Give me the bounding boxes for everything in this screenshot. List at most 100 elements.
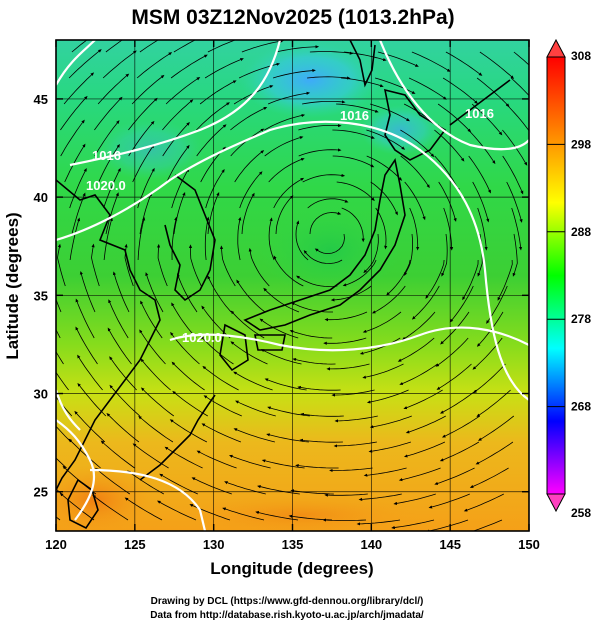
streamline	[334, 415, 378, 423]
streamline	[463, 493, 504, 512]
streamline	[173, 40, 196, 53]
streamline	[377, 51, 419, 67]
streamline	[239, 171, 263, 209]
streamline	[476, 77, 510, 108]
streamline	[71, 192, 86, 235]
streamline	[109, 356, 137, 391]
streamline	[468, 129, 496, 165]
streamline	[77, 354, 103, 391]
streamline	[478, 415, 515, 441]
x-tick-label: 120	[45, 537, 67, 552]
streamline	[442, 77, 478, 104]
streamline	[341, 207, 365, 243]
x-tick-label: 150	[518, 537, 540, 552]
streamline	[363, 233, 379, 274]
streamline	[264, 113, 306, 131]
streamline	[479, 51, 515, 79]
streamline	[173, 192, 186, 235]
streamline	[366, 389, 409, 404]
x-axis-label: Longitude (degrees)	[210, 559, 373, 578]
streamline	[408, 77, 447, 100]
streamline	[473, 363, 506, 394]
streamline	[326, 363, 370, 371]
streamline	[303, 250, 343, 264]
streamline	[363, 467, 407, 477]
streamline	[56, 350, 64, 365]
streamline	[268, 158, 305, 183]
streamline	[324, 493, 368, 497]
streamline	[428, 493, 470, 509]
streamline	[230, 107, 268, 131]
x-tick-label: 135	[282, 537, 304, 552]
streamline	[497, 259, 513, 301]
streamline	[462, 259, 479, 301]
axis-ticks: 120 125 130 135 140 145 150 25 30 35 40 45	[34, 40, 540, 552]
streamline	[342, 259, 377, 287]
streamline	[171, 361, 205, 391]
streamline	[397, 337, 435, 362]
streamline	[260, 349, 302, 365]
streamline	[140, 387, 175, 417]
streamline	[233, 85, 274, 105]
streamline	[296, 275, 338, 288]
streamline	[359, 337, 401, 355]
isobar-label: 1016	[465, 106, 494, 121]
map-title: MSM 03Z12Nov2025 (1013.2hPa)	[131, 6, 454, 29]
streamline	[204, 58, 244, 79]
streamline	[62, 465, 97, 495]
streamline	[235, 400, 276, 417]
streamline	[156, 243, 168, 287]
streamline	[362, 311, 402, 333]
colorbar-tick-label: 258	[571, 506, 591, 520]
streamline	[366, 129, 406, 150]
graticule	[56, 40, 529, 531]
streamline	[290, 302, 333, 313]
streamline	[329, 467, 373, 473]
streamline	[164, 446, 203, 469]
streamline	[324, 311, 368, 322]
streamline	[69, 167, 87, 209]
streamline	[105, 40, 123, 53]
streamline	[366, 155, 403, 181]
streamline	[435, 337, 469, 367]
streamline	[298, 148, 342, 157]
streamline	[300, 412, 344, 417]
streamline	[94, 467, 131, 495]
streamline	[196, 450, 237, 469]
streamline	[224, 481, 266, 495]
streamline	[297, 385, 341, 391]
streamline	[398, 467, 441, 482]
streamline	[374, 77, 416, 94]
streamline	[370, 181, 398, 216]
y-tick-label: 30	[34, 387, 48, 402]
streamline	[375, 207, 388, 250]
temperature-field	[56, 40, 529, 531]
streamline	[201, 423, 242, 443]
streamline	[176, 273, 198, 313]
streamline	[307, 76, 351, 80]
streamline	[60, 95, 88, 131]
streamline	[401, 311, 436, 341]
streamline	[77, 382, 107, 417]
streamline	[204, 216, 210, 261]
streamline	[98, 143, 120, 183]
streamline	[336, 181, 375, 202]
isobar-label: 1016	[92, 148, 121, 163]
streamline	[404, 181, 426, 221]
streamline	[132, 443, 169, 469]
streamline	[409, 207, 420, 251]
streamline	[403, 441, 446, 458]
streamline	[472, 337, 503, 370]
colorbar-tick-label: 308	[571, 49, 591, 63]
streamline	[171, 302, 197, 339]
streamline	[230, 310, 265, 339]
streamline	[299, 438, 343, 443]
streamline	[59, 492, 95, 521]
streamline	[166, 144, 190, 183]
x-tick-label: 145	[439, 537, 461, 552]
streamline	[371, 285, 406, 314]
streamline	[358, 493, 402, 501]
streamline	[510, 77, 529, 97]
streamline	[69, 217, 81, 261]
